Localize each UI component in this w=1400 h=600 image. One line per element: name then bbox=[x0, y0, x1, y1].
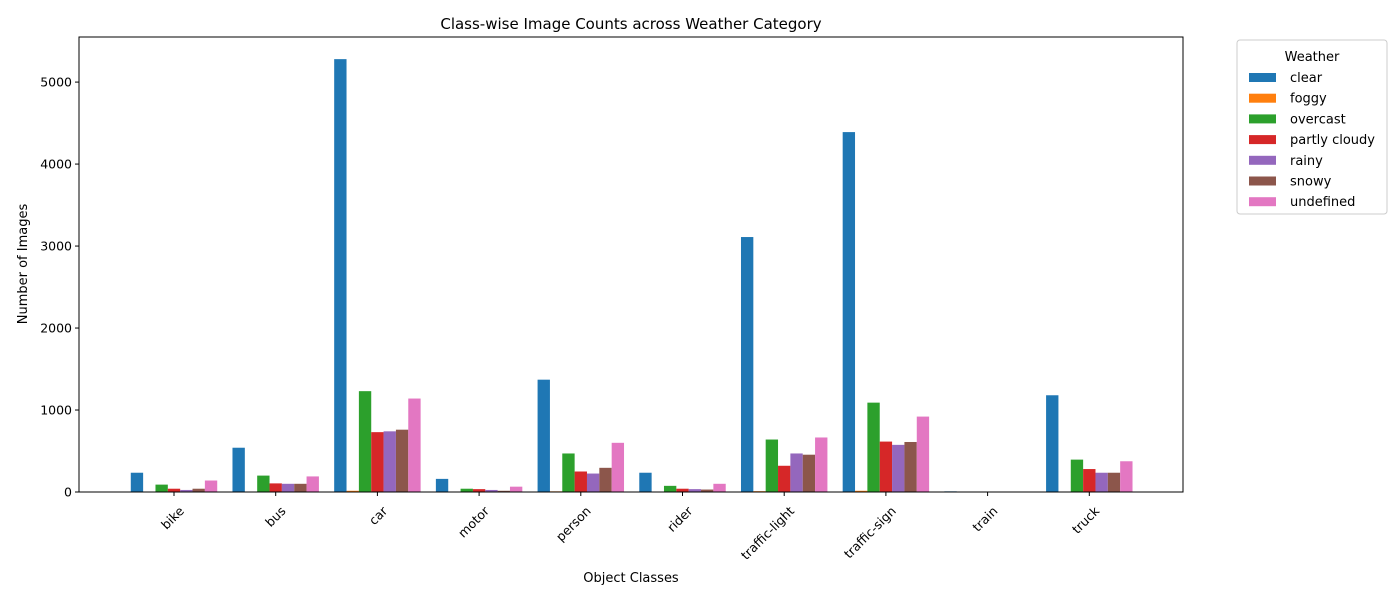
legend-label-undefined: undefined bbox=[1290, 195, 1355, 210]
bar-undefined-rider bbox=[713, 483, 726, 492]
legend-swatch-clear bbox=[1249, 73, 1276, 82]
bar-clear-traffic-light bbox=[740, 237, 754, 492]
y-tick-label: 0 bbox=[64, 485, 72, 500]
legend-label-partly-cloudy: partly cloudy bbox=[1290, 133, 1375, 148]
bar-overcast-bike bbox=[155, 484, 168, 492]
legend-swatch-partly-cloudy bbox=[1249, 135, 1276, 145]
bar-rainy-truck bbox=[1095, 472, 1108, 492]
bar-rainy-bus bbox=[281, 483, 295, 492]
bar-overcast-bus bbox=[257, 475, 270, 492]
bar-clear-bus bbox=[232, 447, 245, 492]
bar-clear-car bbox=[334, 59, 347, 492]
bar-overcast-traffic-light bbox=[765, 439, 779, 492]
bar-overcast-truck bbox=[1070, 459, 1084, 492]
bar-snowy-person bbox=[599, 467, 612, 492]
bar-undefined-traffic-sign bbox=[916, 416, 930, 492]
y-tick-label: 3000 bbox=[40, 239, 72, 254]
legend-label-rainy: rainy bbox=[1290, 154, 1323, 169]
bar-rainy-bike bbox=[180, 489, 193, 492]
bar-overcast-motor bbox=[460, 488, 473, 492]
bar-snowy-car bbox=[395, 429, 409, 492]
bar-undefined-person bbox=[611, 442, 625, 492]
chart-title: Class-wise Image Counts across Weather C… bbox=[440, 15, 821, 33]
bar-snowy-motor bbox=[497, 490, 510, 492]
bar-foggy-car bbox=[346, 490, 359, 492]
legend-swatch-undefined bbox=[1249, 197, 1276, 207]
bar-overcast-person bbox=[562, 453, 575, 492]
legend-label-clear: clear bbox=[1290, 71, 1323, 86]
legend-title: Weather bbox=[1285, 50, 1340, 65]
bar-rainy-car bbox=[383, 431, 396, 492]
legend-swatch-foggy bbox=[1249, 93, 1276, 103]
bar-snowy-traffic-sign bbox=[904, 441, 917, 492]
bar-partly-cloudy-car bbox=[371, 432, 384, 492]
y-axis-label: Number of Images bbox=[16, 204, 31, 325]
bar-undefined-traffic-light bbox=[815, 437, 828, 492]
bar-undefined-truck bbox=[1120, 461, 1133, 492]
bar-clear-person bbox=[537, 379, 550, 492]
bars-group bbox=[130, 59, 1133, 492]
bar-clear-bike bbox=[130, 472, 144, 492]
bar-rainy-traffic-sign bbox=[892, 444, 905, 492]
bar-snowy-rider bbox=[701, 489, 714, 492]
bar-undefined-bus bbox=[306, 476, 319, 492]
bar-partly-cloudy-rider bbox=[676, 488, 689, 492]
y-tick-label: 1000 bbox=[40, 403, 72, 418]
bar-rainy-motor bbox=[485, 489, 498, 492]
bar-partly-cloudy-truck bbox=[1083, 469, 1096, 492]
bar-partly-cloudy-traffic-light bbox=[778, 465, 791, 492]
bar-clear-truck bbox=[1046, 395, 1059, 492]
legend-label-overcast: overcast bbox=[1290, 112, 1346, 127]
bar-partly-cloudy-bus bbox=[269, 483, 282, 492]
y-tick-label: 5000 bbox=[40, 75, 72, 90]
bar-undefined-motor bbox=[509, 486, 523, 492]
bar-snowy-traffic-light bbox=[802, 454, 816, 492]
bar-overcast-traffic-sign bbox=[867, 402, 880, 492]
legend-swatch-snowy bbox=[1249, 176, 1276, 186]
bar-clear-rider bbox=[639, 472, 652, 492]
bar-rainy-traffic-light bbox=[790, 453, 803, 492]
legend-box bbox=[1236, 39, 1388, 215]
x-axis-label: Object Classes bbox=[583, 571, 679, 586]
bar-undefined-bike bbox=[204, 480, 218, 492]
legend-label-foggy: foggy bbox=[1290, 92, 1327, 107]
y-axis: 0 1000 2000 3000 4000 5000 bbox=[40, 75, 79, 500]
legend-items: clear foggy overcast partly cloudy rainy snow… bbox=[1249, 71, 1375, 210]
bar-partly-cloudy-person bbox=[574, 471, 587, 492]
bar-partly-cloudy-motor bbox=[472, 489, 486, 492]
legend-label-snowy: snowy bbox=[1290, 175, 1332, 190]
bar-snowy-bike bbox=[192, 488, 205, 492]
bar-rainy-person bbox=[586, 473, 600, 492]
bar-foggy-traffic-sign bbox=[855, 490, 868, 492]
bar-partly-cloudy-traffic-sign bbox=[879, 441, 893, 492]
legend-swatch-overcast bbox=[1249, 114, 1276, 124]
bar-overcast-rider bbox=[663, 485, 677, 492]
y-tick-label: 4000 bbox=[40, 157, 72, 172]
bar-snowy-truck bbox=[1107, 472, 1121, 492]
bar-overcast-car bbox=[358, 391, 372, 492]
bar-snowy-bus bbox=[294, 483, 307, 492]
plot-frame bbox=[78, 36, 1184, 493]
legend-swatch-rainy bbox=[1249, 155, 1276, 165]
bar-undefined-car bbox=[408, 398, 421, 492]
bar-clear-traffic-sign bbox=[842, 132, 856, 492]
y-tick-label: 2000 bbox=[40, 321, 72, 336]
bar-clear-motor bbox=[435, 478, 449, 492]
bar-rainy-rider bbox=[688, 489, 702, 492]
bar-partly-cloudy-bike bbox=[167, 488, 181, 492]
legend: Weather clear foggy overcast partly cloudy r… bbox=[1236, 39, 1388, 215]
